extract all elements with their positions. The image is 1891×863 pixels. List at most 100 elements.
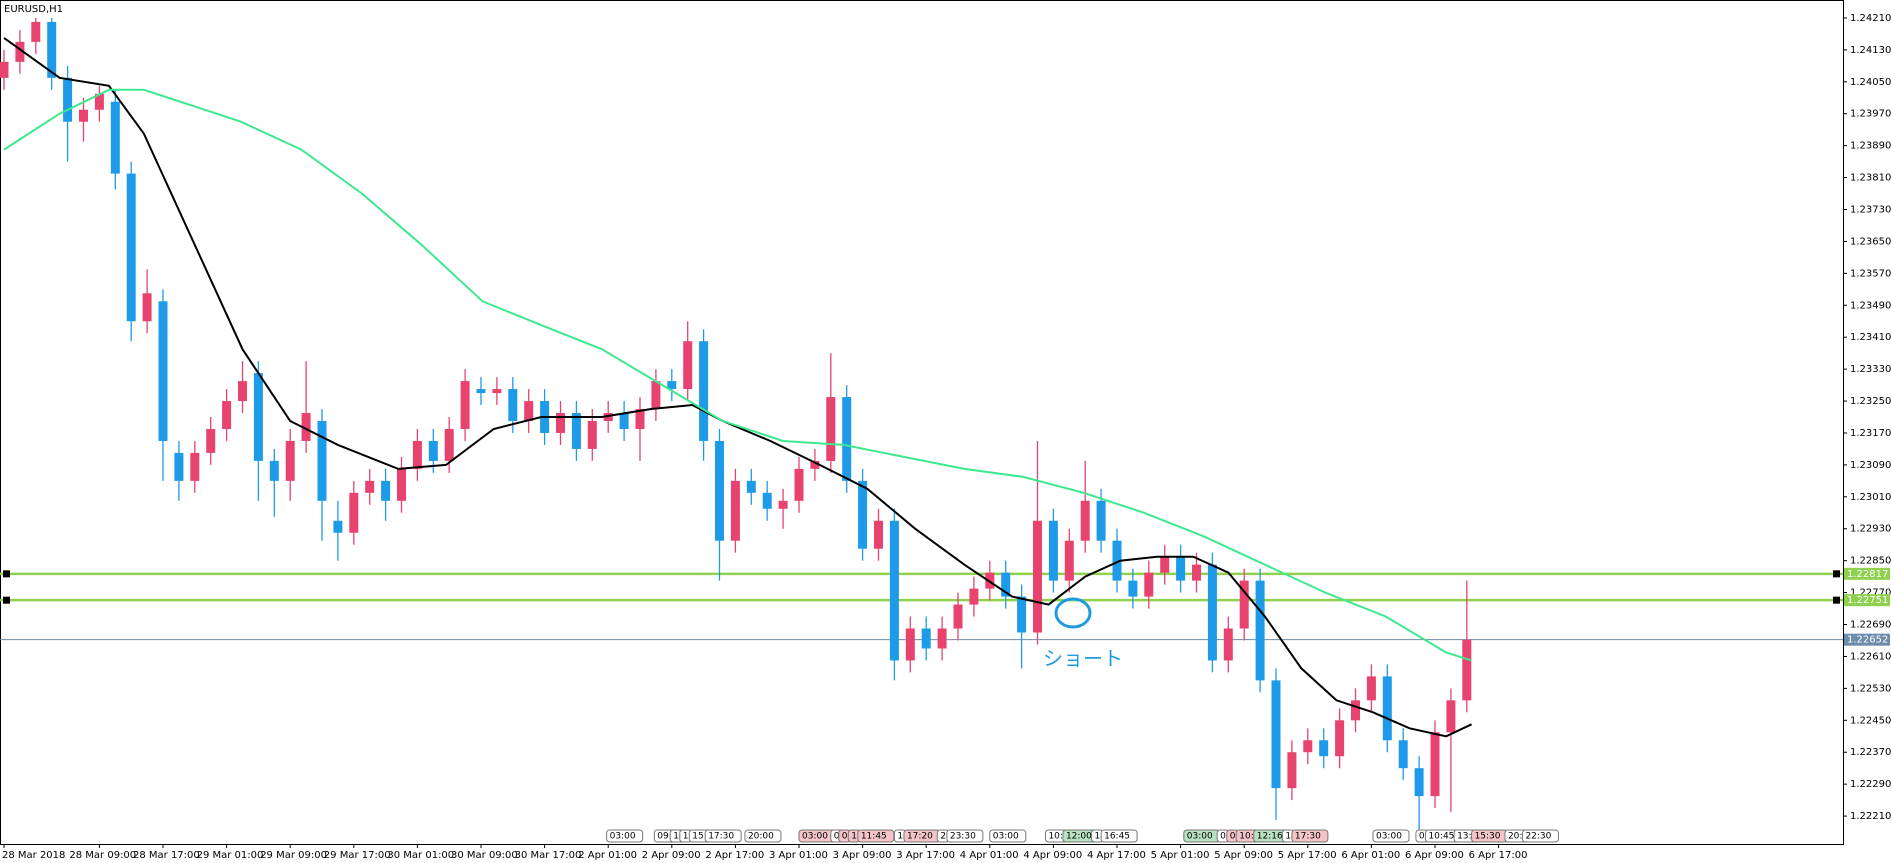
y-tick-label: 1.22290	[1850, 779, 1891, 790]
candle-body	[571, 413, 581, 449]
x-tick-label: 4 Apr 09:00	[1023, 850, 1082, 861]
y-tick-label: 1.23010	[1850, 492, 1891, 503]
event-label: 12:00	[1066, 832, 1092, 842]
candle-body	[190, 452, 200, 481]
event-label: 20:00	[748, 832, 774, 842]
event-label: 15:30	[1475, 832, 1501, 842]
event-marker: 03:00	[1183, 829, 1221, 843]
y-tick-label: 1.24210	[1850, 13, 1891, 24]
x-tick-label: 30 Mar 01:00	[387, 850, 454, 861]
candle-body	[524, 401, 534, 422]
candle-body	[889, 520, 899, 661]
candle-body	[1271, 680, 1281, 789]
candle-body	[269, 460, 279, 481]
candle-body	[1207, 564, 1217, 661]
y-tick-label: 1.23970	[1850, 109, 1891, 120]
x-tick-label: 28 Mar 09:00	[69, 850, 136, 861]
candle-body	[381, 480, 391, 501]
level-tag	[1844, 633, 1890, 646]
x-tick-label: 6 Apr 09:00	[1405, 850, 1464, 861]
x-tick-label: 29 Mar 17:00	[324, 850, 391, 861]
event-marker: 03:00	[1372, 829, 1410, 843]
candle-body	[333, 520, 343, 533]
candle-body	[794, 468, 804, 501]
event-marker: 22:30	[1521, 829, 1559, 843]
candle-body	[301, 413, 311, 441]
event-label: 0	[834, 832, 840, 842]
candle-body	[1366, 676, 1376, 701]
candle-body	[47, 21, 57, 78]
candle-body	[1096, 500, 1106, 541]
x-tick-label: 30 Mar 17:00	[515, 850, 582, 861]
candle-body	[1335, 720, 1345, 757]
level-tag-label: 1.22652	[1847, 635, 1888, 646]
candle-body	[556, 413, 565, 433]
event-label: 1	[851, 832, 857, 842]
candle-body	[317, 421, 327, 501]
candle-body	[94, 93, 104, 110]
annotation: ショート	[1043, 647, 1123, 671]
event-marker: 17:20	[903, 829, 941, 843]
y-tick-label: 1.23570	[1850, 268, 1891, 279]
candle-body	[905, 628, 915, 661]
y-tick-label: 1.23090	[1850, 460, 1891, 471]
event-label: 10:	[1239, 832, 1253, 842]
event-label: 0	[1220, 832, 1226, 842]
level-handle	[3, 596, 10, 604]
x-tick-label: 3 Apr 17:00	[896, 850, 955, 861]
candle-body	[603, 413, 613, 422]
candle-body	[1112, 540, 1122, 581]
candle-body	[635, 409, 645, 429]
level-handle	[3, 570, 10, 578]
candle-body	[460, 381, 470, 429]
candle-body	[1255, 580, 1265, 681]
event-label: 03:00	[1376, 832, 1402, 842]
x-tick-label: 3 Apr 09:00	[833, 850, 892, 861]
level-tag	[1844, 594, 1890, 607]
candle-body	[778, 500, 788, 509]
candle-body	[63, 77, 73, 122]
x-tick-label: 3 Apr 01:00	[769, 850, 828, 861]
y-tick-label: 1.23730	[1850, 205, 1891, 216]
candle-body	[110, 101, 120, 174]
moving-average	[3, 88, 1472, 662]
candle-body	[222, 401, 232, 429]
x-tick-label: 4 Apr 17:00	[1087, 850, 1146, 861]
x-tick-label: 5 Apr 09:00	[1214, 850, 1273, 861]
candle-body	[1382, 676, 1392, 741]
candle-body	[1287, 752, 1297, 789]
candle-body	[937, 628, 947, 649]
candle-body	[1446, 700, 1456, 733]
event-label: 16:45	[1104, 832, 1130, 842]
event-label: 03:00	[610, 832, 636, 842]
event-label: 10:45	[1428, 832, 1454, 842]
event-label: 1	[673, 832, 679, 842]
event-marker: 03:00	[798, 829, 836, 843]
x-tick-label: 2 Apr 01:00	[578, 850, 637, 861]
candle-body	[683, 341, 693, 390]
candle-body	[730, 480, 740, 541]
event-label: 03:00	[802, 832, 828, 842]
y-tick-label: 1.24130	[1850, 45, 1891, 56]
candle-body	[444, 428, 454, 461]
x-tick-label: 30 Mar 09:00	[451, 850, 518, 861]
event-marker: 0	[838, 829, 852, 843]
candle-body	[397, 468, 406, 501]
candle-body	[142, 293, 152, 322]
candle-body	[1223, 628, 1233, 661]
event-marker: 23:30	[946, 829, 984, 843]
candle-body	[1033, 520, 1042, 633]
event-box	[1372, 829, 1410, 843]
x-tick-label: 28 Mar 2018	[2, 850, 65, 861]
candle-body	[1239, 580, 1249, 629]
level-tag-label: 1.22751	[1847, 595, 1888, 606]
event-label: 09:4	[657, 832, 677, 842]
candle-body	[1414, 768, 1424, 797]
event-label: 1	[1285, 832, 1291, 842]
plot-frame	[0, 0, 1844, 845]
y-tick-label: 1.23890	[1850, 141, 1891, 152]
candle-body	[174, 452, 184, 481]
event-label: 17:30	[1295, 832, 1321, 842]
event-label: 1	[1095, 832, 1101, 842]
